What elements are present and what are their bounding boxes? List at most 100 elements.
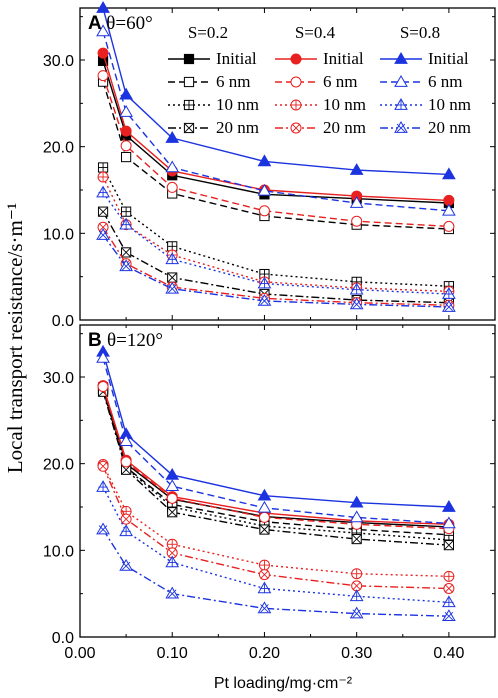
data-point <box>349 196 364 208</box>
data-point <box>442 300 456 312</box>
data-point <box>97 206 109 217</box>
series-line <box>102 211 449 304</box>
legend-marker <box>183 53 195 65</box>
data-point <box>351 533 362 545</box>
legend-label: 20 nm <box>323 118 366 137</box>
data-point <box>443 540 454 551</box>
data-point <box>119 87 133 100</box>
data-point <box>351 215 363 227</box>
data-point <box>349 495 364 508</box>
series-line <box>102 75 449 228</box>
data-point <box>258 569 270 581</box>
data-point <box>258 559 270 571</box>
data-point <box>257 183 272 196</box>
legend-marker <box>290 122 302 134</box>
legend-marker <box>183 122 195 134</box>
data-point <box>349 282 364 295</box>
legend-marker <box>290 76 302 88</box>
legend-marker <box>394 121 408 133</box>
legend-label: 20 nm <box>428 118 471 137</box>
legend-label: Initial <box>428 49 469 68</box>
data-point <box>349 297 364 310</box>
series-line <box>102 351 449 508</box>
legend-label: 10 nm <box>428 95 471 114</box>
x-tick-label: 0.20 <box>249 645 280 662</box>
legend-marker <box>394 75 408 87</box>
panel-a: 0.0 10.0 20.0 30.0 A θ=60° S=0.2 S=0.4 S=0.8 Ini… <box>43 1 496 330</box>
legend-label: 6 nm <box>428 72 462 91</box>
data-point <box>442 167 456 180</box>
legend-marker <box>290 53 302 65</box>
data-point <box>96 350 110 363</box>
data-point <box>442 287 456 299</box>
data-point <box>166 181 178 193</box>
data-point <box>120 125 132 137</box>
x-tick-label: 0.40 <box>433 645 464 662</box>
data-point <box>257 293 272 306</box>
plot-frame <box>79 324 496 638</box>
legend-label: 6 nm <box>216 72 250 91</box>
data-point <box>165 252 180 265</box>
data-point <box>165 131 180 143</box>
data-point <box>259 524 270 535</box>
data-point <box>119 434 133 446</box>
data-point <box>257 601 272 614</box>
legend-label: 6 nm <box>323 72 357 91</box>
data-point <box>121 206 132 217</box>
legend-label: 10 nm <box>323 95 366 114</box>
legend-marker <box>183 99 195 111</box>
data-point <box>120 456 132 468</box>
data-point <box>119 558 133 571</box>
data-point <box>165 281 180 294</box>
y-tick-label: 30.0 <box>43 53 74 70</box>
data-point <box>442 609 456 622</box>
data-point <box>167 272 178 283</box>
data-point <box>258 205 270 217</box>
data-point <box>349 606 364 619</box>
data-point <box>257 488 272 501</box>
legend-group-header: S=0.4 <box>295 23 336 42</box>
data-point <box>167 507 178 518</box>
x-tick-label: 0.30 <box>341 645 372 662</box>
series-line <box>102 234 449 308</box>
data-point <box>96 185 110 198</box>
data-point <box>257 581 272 594</box>
data-point <box>97 70 109 82</box>
data-point <box>97 460 109 472</box>
data-point <box>96 480 110 492</box>
series-line <box>102 529 449 617</box>
data-point <box>257 154 272 167</box>
data-point <box>349 589 364 602</box>
x-tick-label: 0.10 <box>157 645 188 662</box>
data-point <box>351 568 363 580</box>
data-point <box>119 217 133 230</box>
y-axis-label: Local transport resistance/s·m⁻¹ <box>3 203 27 473</box>
data-point <box>257 500 272 513</box>
data-point <box>121 247 132 258</box>
legend-group-header: S=0.2 <box>188 23 228 42</box>
data-point <box>165 479 180 492</box>
data-point <box>97 381 109 393</box>
legend-marker <box>394 98 408 110</box>
y-tick-label: 30.0 <box>43 370 74 387</box>
plot-frame <box>79 7 496 321</box>
y-tick-label: 20.0 <box>43 140 74 157</box>
legend-label: Initial <box>216 49 257 68</box>
data-point <box>97 47 109 59</box>
data-point <box>120 513 132 525</box>
series-line <box>102 386 449 530</box>
data-point <box>165 160 180 173</box>
data-point <box>96 228 110 240</box>
legend: S=0.2 S=0.4 S=0.8 Initial 6 nm 10 nm 20 nm Init… <box>168 23 471 137</box>
data-point <box>166 492 178 504</box>
legend-label: 10 nm <box>216 95 259 114</box>
series-line <box>102 226 449 306</box>
data-point <box>96 1 110 13</box>
data-point <box>442 595 456 608</box>
series-line <box>102 465 449 590</box>
x-tick-label: 0.00 <box>64 645 95 662</box>
y-tick-label: 10.0 <box>43 226 74 243</box>
data-point <box>442 500 456 512</box>
data-point <box>97 171 109 183</box>
